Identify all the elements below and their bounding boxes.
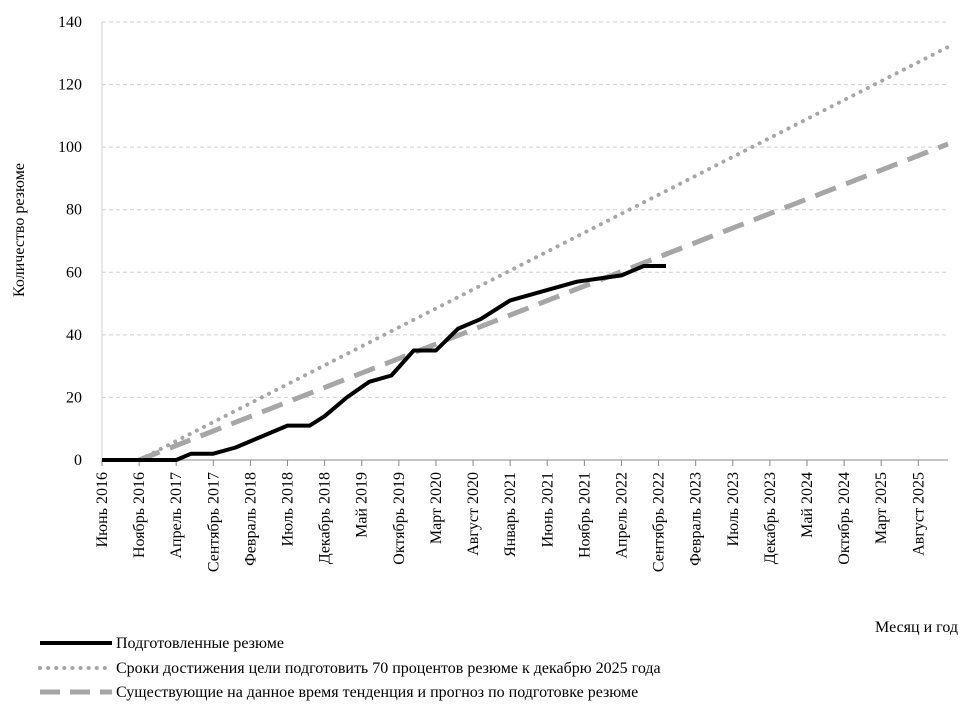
x-tick-label: Май 2019 [354,472,371,538]
y-tick-label: 60 [66,264,82,281]
x-tick-label: Апрель 2022 [613,472,630,559]
x-tick-label: Июль 2018 [280,472,297,546]
x-tick-label: Декабрь 2023 [762,472,779,564]
gridlines [102,21,948,398]
series-lines [102,45,950,463]
y-tick-label: 140 [58,14,82,31]
axes [101,22,948,466]
x-tick-label: Август 2020 [465,472,482,556]
y-tick-label: 120 [58,77,82,94]
y-tick-labels: 0 20 40 60 80 100 120 140 [58,14,82,469]
series-line-3 [138,141,949,463]
y-tick-label: 40 [66,327,82,344]
x-tick-label: Май 2024 [799,472,816,538]
x-tick-label: Сентябрь 2022 [651,472,668,572]
legend-label-2: Сроки достижения цели подготовить 70 про… [116,660,661,677]
x-tick-label: Июль 2023 [725,472,742,546]
x-tick-label: Февраль 2023 [688,472,705,566]
x-tick-label: Октябрь 2024 [836,472,853,565]
series-line-2 [137,45,950,462]
series-line-1 [102,264,666,462]
y-tick-label: 20 [66,389,82,406]
x-tick-label: Декабрь 2018 [317,472,334,564]
x-tick-label: Октябрь 2019 [391,472,408,565]
legend-label-1: Подготовленные резюме [116,635,284,652]
x-tick-label: Март 2025 [873,472,890,544]
x-tick-label: Июнь 2021 [539,472,556,547]
x-tick-label: Апрель 2017 [168,472,185,559]
y-tick-label: 0 [74,452,82,469]
x-tick-label: Ноябрь 2016 [131,472,148,558]
x-tick-label: Ноябрь 2021 [576,472,593,558]
x-axis-label: Месяц и год [875,619,958,636]
y-tick-label: 80 [66,202,82,219]
x-tick-label: Июнь 2016 [94,472,111,547]
x-tick-label: Сентябрь 2017 [205,472,222,572]
x-tick-labels: Июнь 2016 Ноябрь 2016 Апрель 2017 Сентябрь … [94,472,927,572]
legend: Подготовленные резюме Сроки достижения це… [38,635,661,701]
x-tick-label: Январь 2021 [502,472,519,557]
x-tick-label: Август 2025 [910,472,927,556]
y-axis-label: Количество резюме [11,163,28,297]
legend-label-3: Существующие на данное время тенденция и… [116,684,638,701]
x-tick-label: Февраль 2018 [242,472,259,566]
x-tick-label: Март 2020 [428,472,445,544]
y-tick-label: 100 [58,139,82,156]
